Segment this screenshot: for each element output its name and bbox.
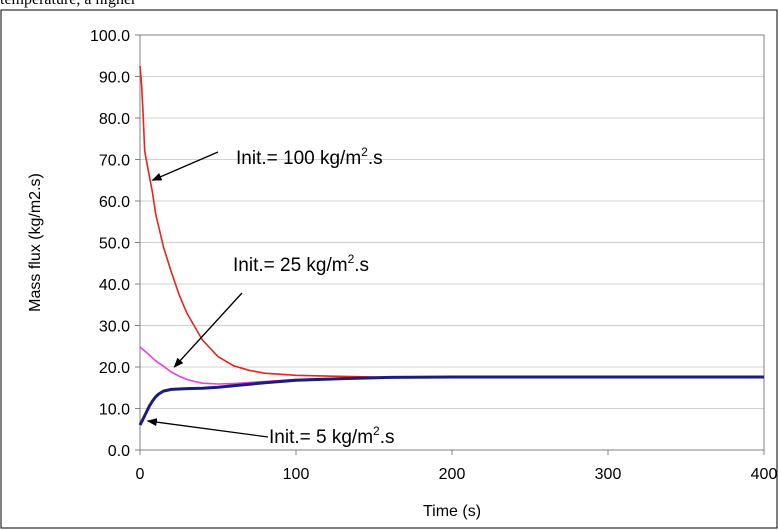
y-tick-label: 60.0 xyxy=(99,194,130,211)
x-tick-label: 100 xyxy=(283,466,310,483)
y-tick-label: 80.0 xyxy=(99,111,130,128)
annotation-arrow xyxy=(151,151,219,181)
x-tick-label: 300 xyxy=(595,466,622,483)
annotations: Init.= 100 kg/m2.s Init.= 25 kg/m2.s Init.… xyxy=(146,145,395,448)
annotation-label: Init.= 25 kg/m2.s xyxy=(233,252,369,276)
x-tick-label: 400 xyxy=(751,466,778,483)
x-axis-label: Time (s) xyxy=(423,503,481,520)
y-axis-label: Mass flux (kg/m2.s) xyxy=(27,173,44,312)
annotation-arrow xyxy=(173,292,243,368)
annotation-label: Init.= 100 kg/m2.s xyxy=(236,145,383,169)
annotation-label: Init.= 5 kg/m2.s xyxy=(269,424,395,448)
x-axis-ticks: 0 100 200 300 400 xyxy=(136,450,778,483)
grid-lines xyxy=(140,34,764,451)
y-tick-label: 100.0 xyxy=(90,28,130,45)
series-line-1 xyxy=(139,66,764,378)
cropped-caption-text: temperature, a higher xyxy=(0,0,136,9)
series-line-3 xyxy=(138,375,764,426)
y-tick-label: 10.0 xyxy=(99,402,130,419)
y-tick-label: 90.0 xyxy=(99,70,130,87)
chart-border xyxy=(0,9,778,529)
annotation-arrow xyxy=(146,418,269,438)
y-tick-label: 40.0 xyxy=(99,277,130,294)
y-axis-ticks: 0.0 10.0 20.0 30.0 40.0 50.0 60.0 70.0 80.0 90.0 1… xyxy=(90,28,140,460)
y-tick-label: 70.0 xyxy=(99,153,130,170)
series-group xyxy=(138,66,764,426)
y-tick-label: 20.0 xyxy=(99,360,130,377)
y-tick-label: 30.0 xyxy=(99,319,130,336)
x-tick-label: 0 xyxy=(136,466,145,483)
y-tick-label: 50.0 xyxy=(99,236,130,253)
x-tick-label: 200 xyxy=(439,466,466,483)
y-tick-label: 0.0 xyxy=(108,443,130,460)
